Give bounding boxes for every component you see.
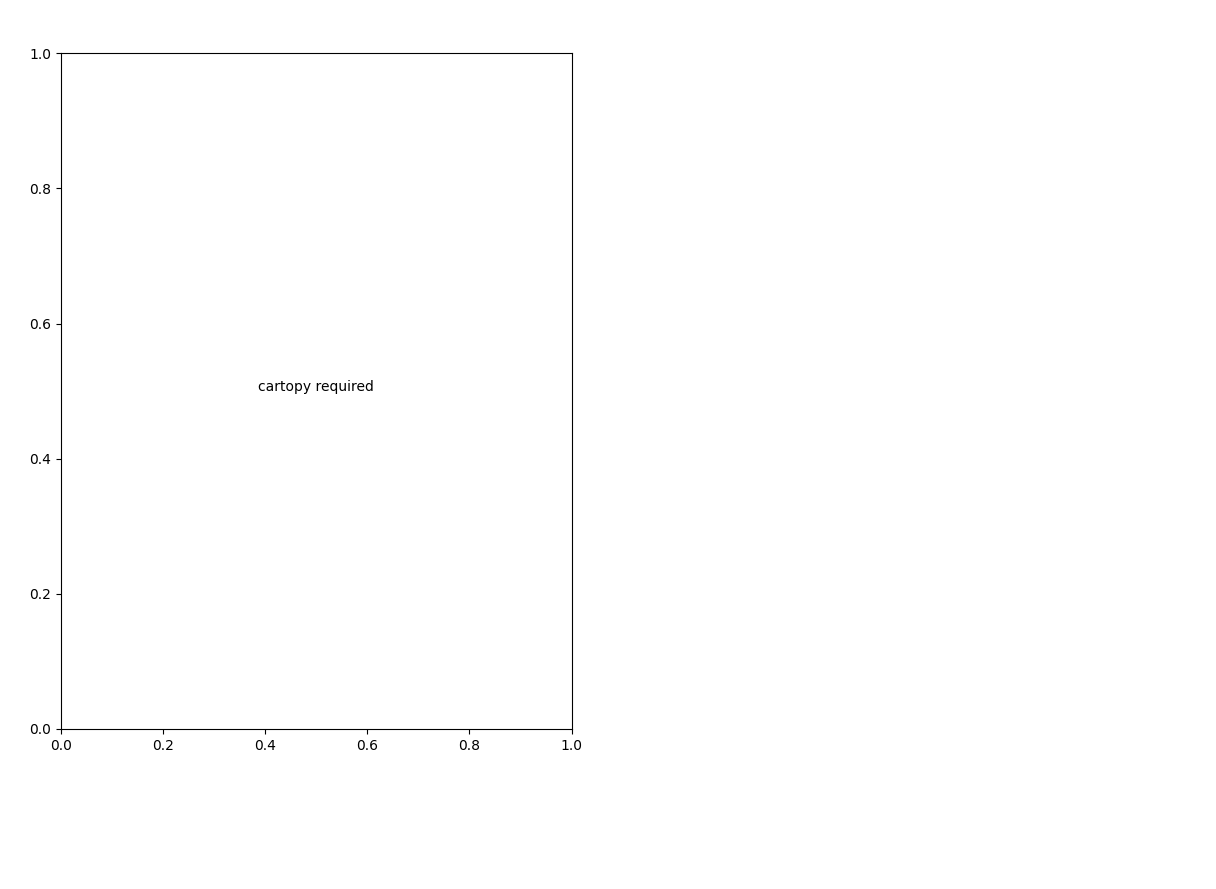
Text: cartopy required: cartopy required — [258, 380, 375, 394]
